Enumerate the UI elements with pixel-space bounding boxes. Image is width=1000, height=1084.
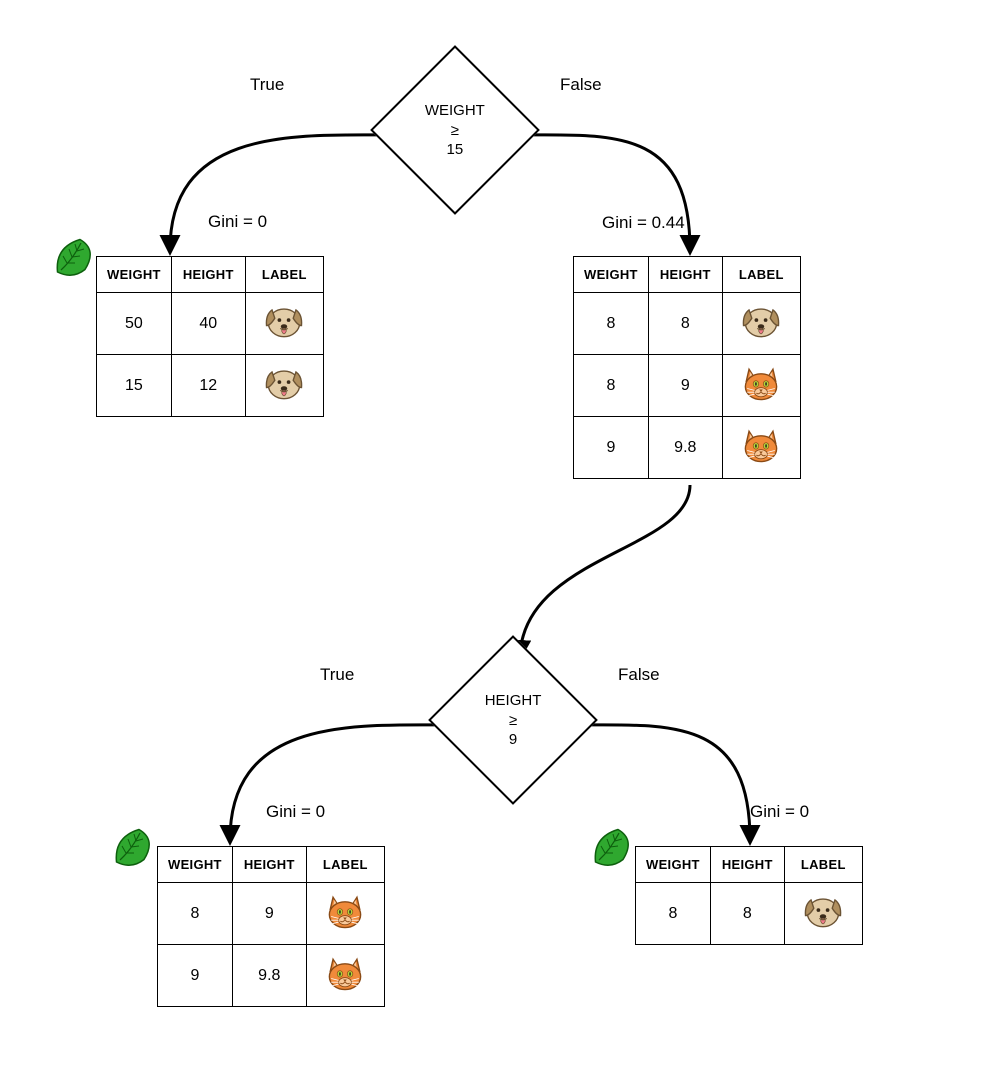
cat-icon	[322, 950, 368, 1001]
cell-height: 8	[710, 883, 784, 945]
table-row: 8 8	[636, 883, 863, 945]
table-left1: WEIGHT HEIGHT LABEL 50 40 15 12	[96, 256, 324, 417]
gini-left2: Gini = 0	[266, 802, 325, 822]
cat-icon	[738, 422, 784, 473]
decision-weight: WEIGHT ≥ 15	[370, 45, 540, 215]
cell-height: 9.8	[232, 945, 306, 1007]
cell-label	[722, 417, 800, 479]
decision2-false-label: False	[618, 665, 660, 685]
cell-height: 9	[232, 883, 306, 945]
cell-weight: 8	[158, 883, 233, 945]
cell-weight: 50	[97, 293, 172, 355]
arrow	[520, 485, 690, 655]
cat-icon	[738, 360, 784, 411]
cat-icon	[322, 888, 368, 939]
table-row: 8 9	[158, 883, 385, 945]
cell-weight: 15	[97, 355, 172, 417]
cell-weight: 8	[636, 883, 711, 945]
table-row: 15 12	[97, 355, 324, 417]
cell-height: 8	[648, 293, 722, 355]
col-label: LABEL	[722, 257, 800, 293]
dog-icon	[738, 298, 784, 349]
gini-left1: Gini = 0	[208, 212, 267, 232]
col-weight: WEIGHT	[97, 257, 172, 293]
decision1-false-label: False	[560, 75, 602, 95]
cell-height: 12	[171, 355, 245, 417]
dog-icon	[261, 360, 307, 411]
col-label: LABEL	[306, 847, 384, 883]
decision-weight-attr: WEIGHT	[425, 101, 485, 121]
leaf-icon	[109, 822, 159, 872]
col-label: LABEL	[245, 257, 323, 293]
decision-height-attr: HEIGHT	[485, 691, 542, 710]
decision-weight-op: ≥	[425, 120, 485, 140]
arrow	[170, 135, 400, 250]
col-height: HEIGHT	[710, 847, 784, 883]
decision1-true-label: True	[250, 75, 284, 95]
cell-height: 9	[648, 355, 722, 417]
table-right2: WEIGHT HEIGHT LABEL 8 8	[635, 846, 863, 945]
decision-weight-thresh: 15	[425, 140, 485, 160]
cell-weight: 9	[574, 417, 649, 479]
cell-label	[245, 293, 323, 355]
dog-icon	[800, 888, 846, 939]
cell-height: 9.8	[648, 417, 722, 479]
cell-label	[306, 945, 384, 1007]
table-row: 8 8	[574, 293, 801, 355]
cell-weight: 8	[574, 293, 649, 355]
col-weight: WEIGHT	[158, 847, 233, 883]
gini-right2: Gini = 0	[750, 802, 809, 822]
cell-weight: 9	[158, 945, 233, 1007]
decision2-true-label: True	[320, 665, 354, 685]
col-label: LABEL	[784, 847, 862, 883]
col-height: HEIGHT	[232, 847, 306, 883]
cell-height: 40	[171, 293, 245, 355]
table-row: 9 9.8	[574, 417, 801, 479]
table-row: 50 40	[97, 293, 324, 355]
col-height: HEIGHT	[171, 257, 245, 293]
col-weight: WEIGHT	[636, 847, 711, 883]
col-height: HEIGHT	[648, 257, 722, 293]
dog-icon	[261, 298, 307, 349]
cell-label	[306, 883, 384, 945]
col-weight: WEIGHT	[574, 257, 649, 293]
leaf-icon	[588, 822, 638, 872]
arrow	[230, 725, 458, 840]
table-row: 8 9	[574, 355, 801, 417]
decision-height-thresh: 9	[485, 730, 542, 750]
decision-height-op: ≥	[485, 710, 542, 730]
gini-right1: Gini = 0.44	[602, 213, 685, 233]
cell-weight: 8	[574, 355, 649, 417]
table-left2: WEIGHT HEIGHT LABEL 8 9 9 9.8	[157, 846, 385, 1007]
table-row: 9 9.8	[158, 945, 385, 1007]
diagram-canvas: WEIGHT ≥ 15 True False HEIGHT ≥ 9 True F…	[0, 0, 1000, 1084]
cell-label	[722, 293, 800, 355]
cell-label	[784, 883, 862, 945]
leaf-icon	[50, 232, 100, 282]
decision-height: HEIGHT ≥ 9	[428, 635, 598, 805]
cell-label	[722, 355, 800, 417]
cell-label	[245, 355, 323, 417]
table-right1: WEIGHT HEIGHT LABEL 8 8 8 9	[573, 256, 801, 479]
